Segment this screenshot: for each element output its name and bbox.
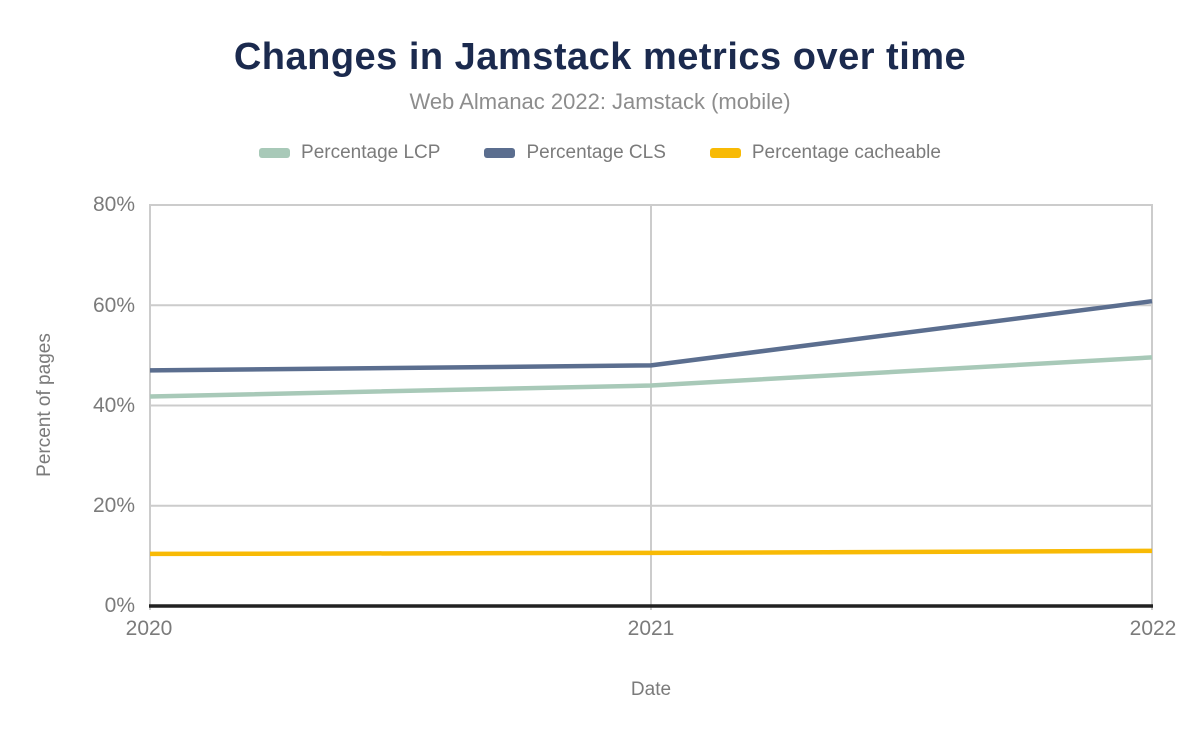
- legend-swatch-cacheable-icon: [709, 148, 741, 158]
- y-tick-20: 20%: [92, 494, 135, 517]
- y-tick-40: 40%: [92, 394, 135, 417]
- y-tick-0: 0%: [104, 594, 135, 617]
- chart-title: Changes in Jamstack metrics over time: [233, 36, 967, 78]
- legend-swatch-cls-icon: [484, 148, 516, 158]
- x-axis-title: Date: [630, 679, 672, 700]
- x-tick-2020: 2020: [125, 617, 173, 640]
- chart-subtitle: Web Almanac 2022: Jamstack (mobile): [409, 89, 791, 114]
- legend-swatch-lcp-icon: [259, 148, 291, 158]
- legend-label-cls: Percentage CLS: [526, 142, 666, 163]
- plot-area: [149, 204, 1153, 610]
- legend-label-cacheable: Percentage cacheable: [751, 142, 941, 163]
- legend-item-percentage-cacheable[interactable]: Percentage cacheable: [709, 142, 941, 164]
- legend-item-percentage-cls[interactable]: Percentage CLS: [484, 142, 666, 164]
- legend-item-percentage-lcp[interactable]: Percentage LCP: [259, 142, 440, 164]
- x-tick-2022: 2022: [1129, 617, 1177, 640]
- legend: Percentage LCP Percentage CLS Percentage…: [0, 142, 1200, 164]
- x-tick-2021: 2021: [627, 617, 675, 640]
- legend-label-lcp: Percentage LCP: [301, 142, 441, 163]
- y-tick-60: 60%: [92, 294, 135, 317]
- y-tick-80: 80%: [92, 193, 135, 216]
